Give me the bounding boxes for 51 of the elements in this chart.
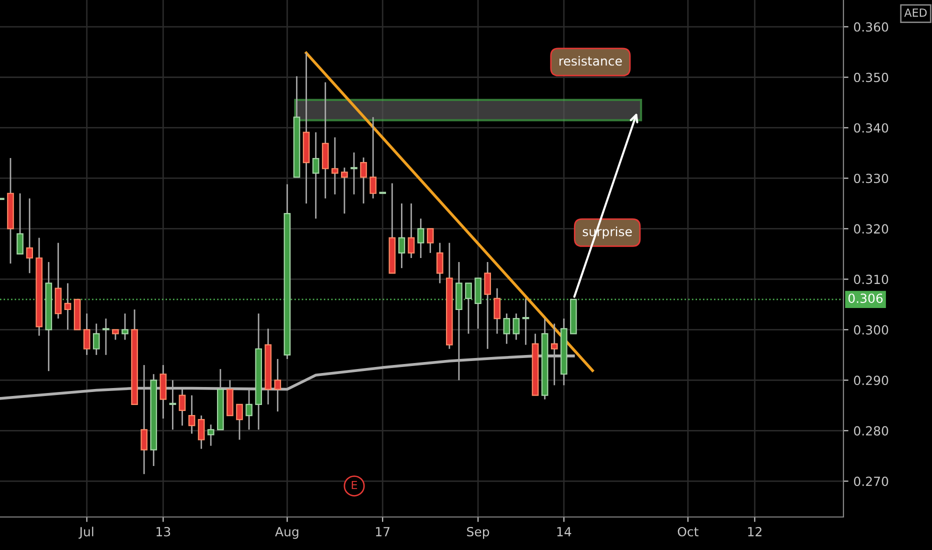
candlestick <box>360 156 367 204</box>
y-tick-label: 0.310 <box>854 274 888 284</box>
y-tick-label: 0.330 <box>854 174 888 184</box>
x-tick-label: 13 <box>156 526 170 536</box>
candlestick <box>426 228 434 254</box>
candlestick <box>417 218 424 259</box>
candlestick <box>350 152 358 196</box>
candlestick <box>436 242 444 284</box>
y-tick-label: 0.350 <box>854 72 888 82</box>
y-tick-label: 0.280 <box>854 426 888 436</box>
candlestick <box>522 298 530 346</box>
candlestick <box>16 192 24 255</box>
x-tick-label: Jul <box>78 526 94 539</box>
candlestick <box>484 261 491 350</box>
candlestick <box>503 312 510 345</box>
candlestick <box>236 404 243 440</box>
text: AED <box>904 8 927 17</box>
annotation: resistance <box>560 56 622 66</box>
candlestick <box>207 424 214 447</box>
candlestick <box>64 282 72 330</box>
candlestick <box>83 312 90 356</box>
x-tick-label: 14 <box>557 527 572 536</box>
candlestick <box>398 202 406 269</box>
candlestick <box>188 394 196 434</box>
x-tick-label: Aug <box>275 527 298 539</box>
y-tick-label: 0.290 <box>854 376 888 386</box>
candlestick <box>102 318 110 356</box>
candlestick <box>341 166 348 214</box>
x-tick-label: 17 <box>376 527 390 536</box>
candlestick <box>198 414 205 450</box>
candlestick <box>26 198 33 274</box>
ref-line-label: 0.306 <box>848 294 883 304</box>
candlestick <box>112 328 119 340</box>
y-tick-label: 0.360 <box>854 22 888 32</box>
y-tick-label: 0.300 <box>854 325 888 335</box>
candlestick <box>92 322 100 356</box>
candlestick <box>370 116 376 200</box>
candlestick <box>512 312 520 340</box>
candlestick <box>494 288 501 334</box>
candlestick <box>408 202 415 259</box>
y-tick-label: 0.320 <box>854 224 888 234</box>
annotation: E <box>352 480 358 490</box>
candlestick <box>122 312 128 340</box>
x-tick-label: 12 <box>748 526 762 536</box>
candlestick <box>331 136 338 196</box>
x-tick-label: Oct <box>678 526 698 536</box>
candlestick <box>312 132 320 220</box>
y-tick-label: 0.340 <box>854 123 888 133</box>
y-tick-label: 0.270 <box>854 476 888 486</box>
candlestick <box>465 282 472 334</box>
x-tick-label: Sep <box>467 526 490 539</box>
